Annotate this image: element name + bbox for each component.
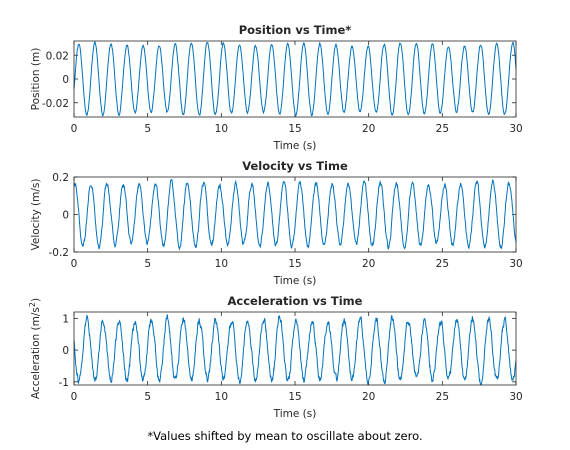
position-xtick-label-0: 0 xyxy=(71,123,78,135)
velocity-xtick-label-6: 30 xyxy=(509,258,522,270)
acceleration-xtick-label-1: 5 xyxy=(144,391,151,403)
acceleration-ylabel: Acceleration (m/s2) xyxy=(28,298,42,399)
acceleration-xtick-label-2: 10 xyxy=(215,391,228,403)
position-subplot: Position vs Time* Time (s) Position (m) … xyxy=(30,23,523,152)
acceleration-ticks: 0 5 10 15 20 25 30-101 xyxy=(59,312,523,403)
acceleration-ytick-label-2: 1 xyxy=(62,313,69,325)
position-xtick-label-4: 20 xyxy=(362,123,375,135)
acceleration-ylabel-end: ) xyxy=(30,298,42,302)
acceleration-xtick-label-6: 30 xyxy=(509,391,522,403)
velocity-xtick-label-2: 10 xyxy=(215,258,228,270)
position-xtick-label-6: 30 xyxy=(509,123,522,135)
acceleration-xlabel: Time (s) xyxy=(273,408,317,420)
velocity-xtick-label-0: 0 xyxy=(71,258,78,270)
velocity-xtick-label-1: 5 xyxy=(144,258,151,270)
position-axes-frame xyxy=(73,40,517,118)
acceleration-axes-frame xyxy=(73,311,517,386)
velocity-title: Velocity vs Time xyxy=(242,159,348,173)
velocity-ytick-label-2: 0.2 xyxy=(52,172,69,184)
position-title: Position vs Time* xyxy=(239,23,352,37)
position-ylabel: Position (m) xyxy=(30,48,42,111)
velocity-ytick-label-0: -0.2 xyxy=(49,247,70,259)
acceleration-ylabel-main: Acceleration (m/s xyxy=(30,307,42,399)
velocity-series-line xyxy=(73,178,517,251)
velocity-xtick-label-5: 25 xyxy=(436,258,449,270)
acceleration-title: Acceleration vs Time xyxy=(228,294,363,308)
acceleration-subplot: Acceleration vs Time Time (s) Accelerati… xyxy=(28,294,523,420)
position-series-line xyxy=(73,40,517,117)
position-ticks: 0 5 10 15 20 25 30 -0.02 0 0.02 xyxy=(42,41,523,135)
position-xtick-label-2: 10 xyxy=(215,123,228,135)
footnote: *Values shifted by mean to oscillate abo… xyxy=(147,429,423,443)
velocity-ticks: 0 5 10 15 20 25 30-0.200.2 xyxy=(49,172,523,270)
acceleration-xtick-label-3: 15 xyxy=(288,391,301,403)
acceleration-xtick-label-0: 0 xyxy=(71,391,78,403)
position-ytick-label-0: -0.02 xyxy=(42,98,69,110)
position-ytick-label-2: 0.02 xyxy=(46,50,69,62)
position-ytick-label-1: 0 xyxy=(62,74,69,86)
position-xtick-label-3: 15 xyxy=(288,123,301,135)
acceleration-xtick-label-5: 25 xyxy=(436,391,449,403)
velocity-axes-frame xyxy=(73,176,517,253)
velocity-ylabel: Velocity (m/s) xyxy=(30,179,42,251)
position-xlabel: Time (s) xyxy=(273,140,317,152)
acceleration-ytick-label-1: 0 xyxy=(62,345,69,357)
velocity-xtick-label-4: 20 xyxy=(362,258,375,270)
velocity-ytick-label-1: 0 xyxy=(62,210,69,222)
acceleration-series-line xyxy=(73,314,517,386)
velocity-xlabel: Time (s) xyxy=(273,275,317,287)
velocity-subplot: Velocity vs Time Time (s) Velocity (m/s)… xyxy=(30,159,523,287)
velocity-xtick-label-3: 15 xyxy=(288,258,301,270)
acceleration-ytick-label-0: -1 xyxy=(59,377,69,389)
acceleration-xtick-label-4: 20 xyxy=(362,391,375,403)
position-xtick-label-1: 5 xyxy=(144,123,151,135)
position-xtick-label-5: 25 xyxy=(436,123,449,135)
acceleration-ylabel-sup: 2 xyxy=(28,302,37,307)
